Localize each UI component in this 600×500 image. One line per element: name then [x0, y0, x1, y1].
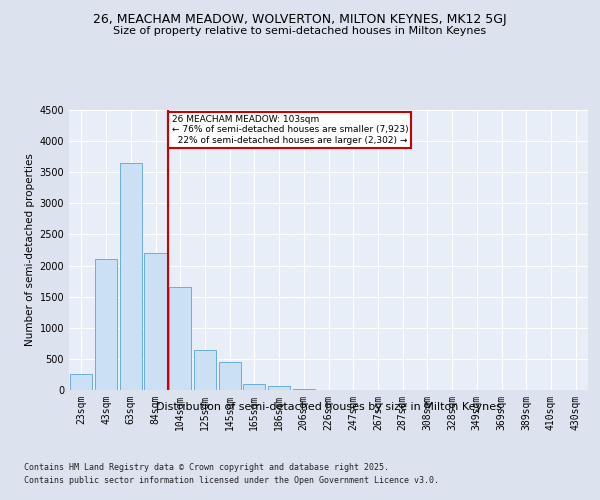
Text: 26 MEACHAM MEADOW: 103sqm
← 76% of semi-detached houses are smaller (7,923)
  22: 26 MEACHAM MEADOW: 103sqm ← 76% of semi-… — [172, 115, 408, 145]
Bar — [119, 163, 142, 390]
Y-axis label: Number of semi-detached properties: Number of semi-detached properties — [25, 154, 35, 346]
Bar — [145, 253, 167, 390]
Text: Distribution of semi-detached houses by size in Milton Keynes: Distribution of semi-detached houses by … — [156, 402, 502, 412]
Text: Contains HM Land Registry data © Crown copyright and database right 2025.: Contains HM Land Registry data © Crown c… — [24, 462, 389, 471]
Text: 26, MEACHAM MEADOW, WOLVERTON, MILTON KEYNES, MK12 5GJ: 26, MEACHAM MEADOW, WOLVERTON, MILTON KE… — [93, 12, 507, 26]
Bar — [218, 362, 241, 390]
Bar — [70, 374, 92, 390]
Bar — [95, 260, 117, 390]
Bar — [268, 386, 290, 390]
Text: Size of property relative to semi-detached houses in Milton Keynes: Size of property relative to semi-detach… — [113, 26, 487, 36]
Text: Contains public sector information licensed under the Open Government Licence v3: Contains public sector information licen… — [24, 476, 439, 485]
Bar — [194, 350, 216, 390]
Bar — [169, 288, 191, 390]
Bar — [243, 384, 265, 390]
